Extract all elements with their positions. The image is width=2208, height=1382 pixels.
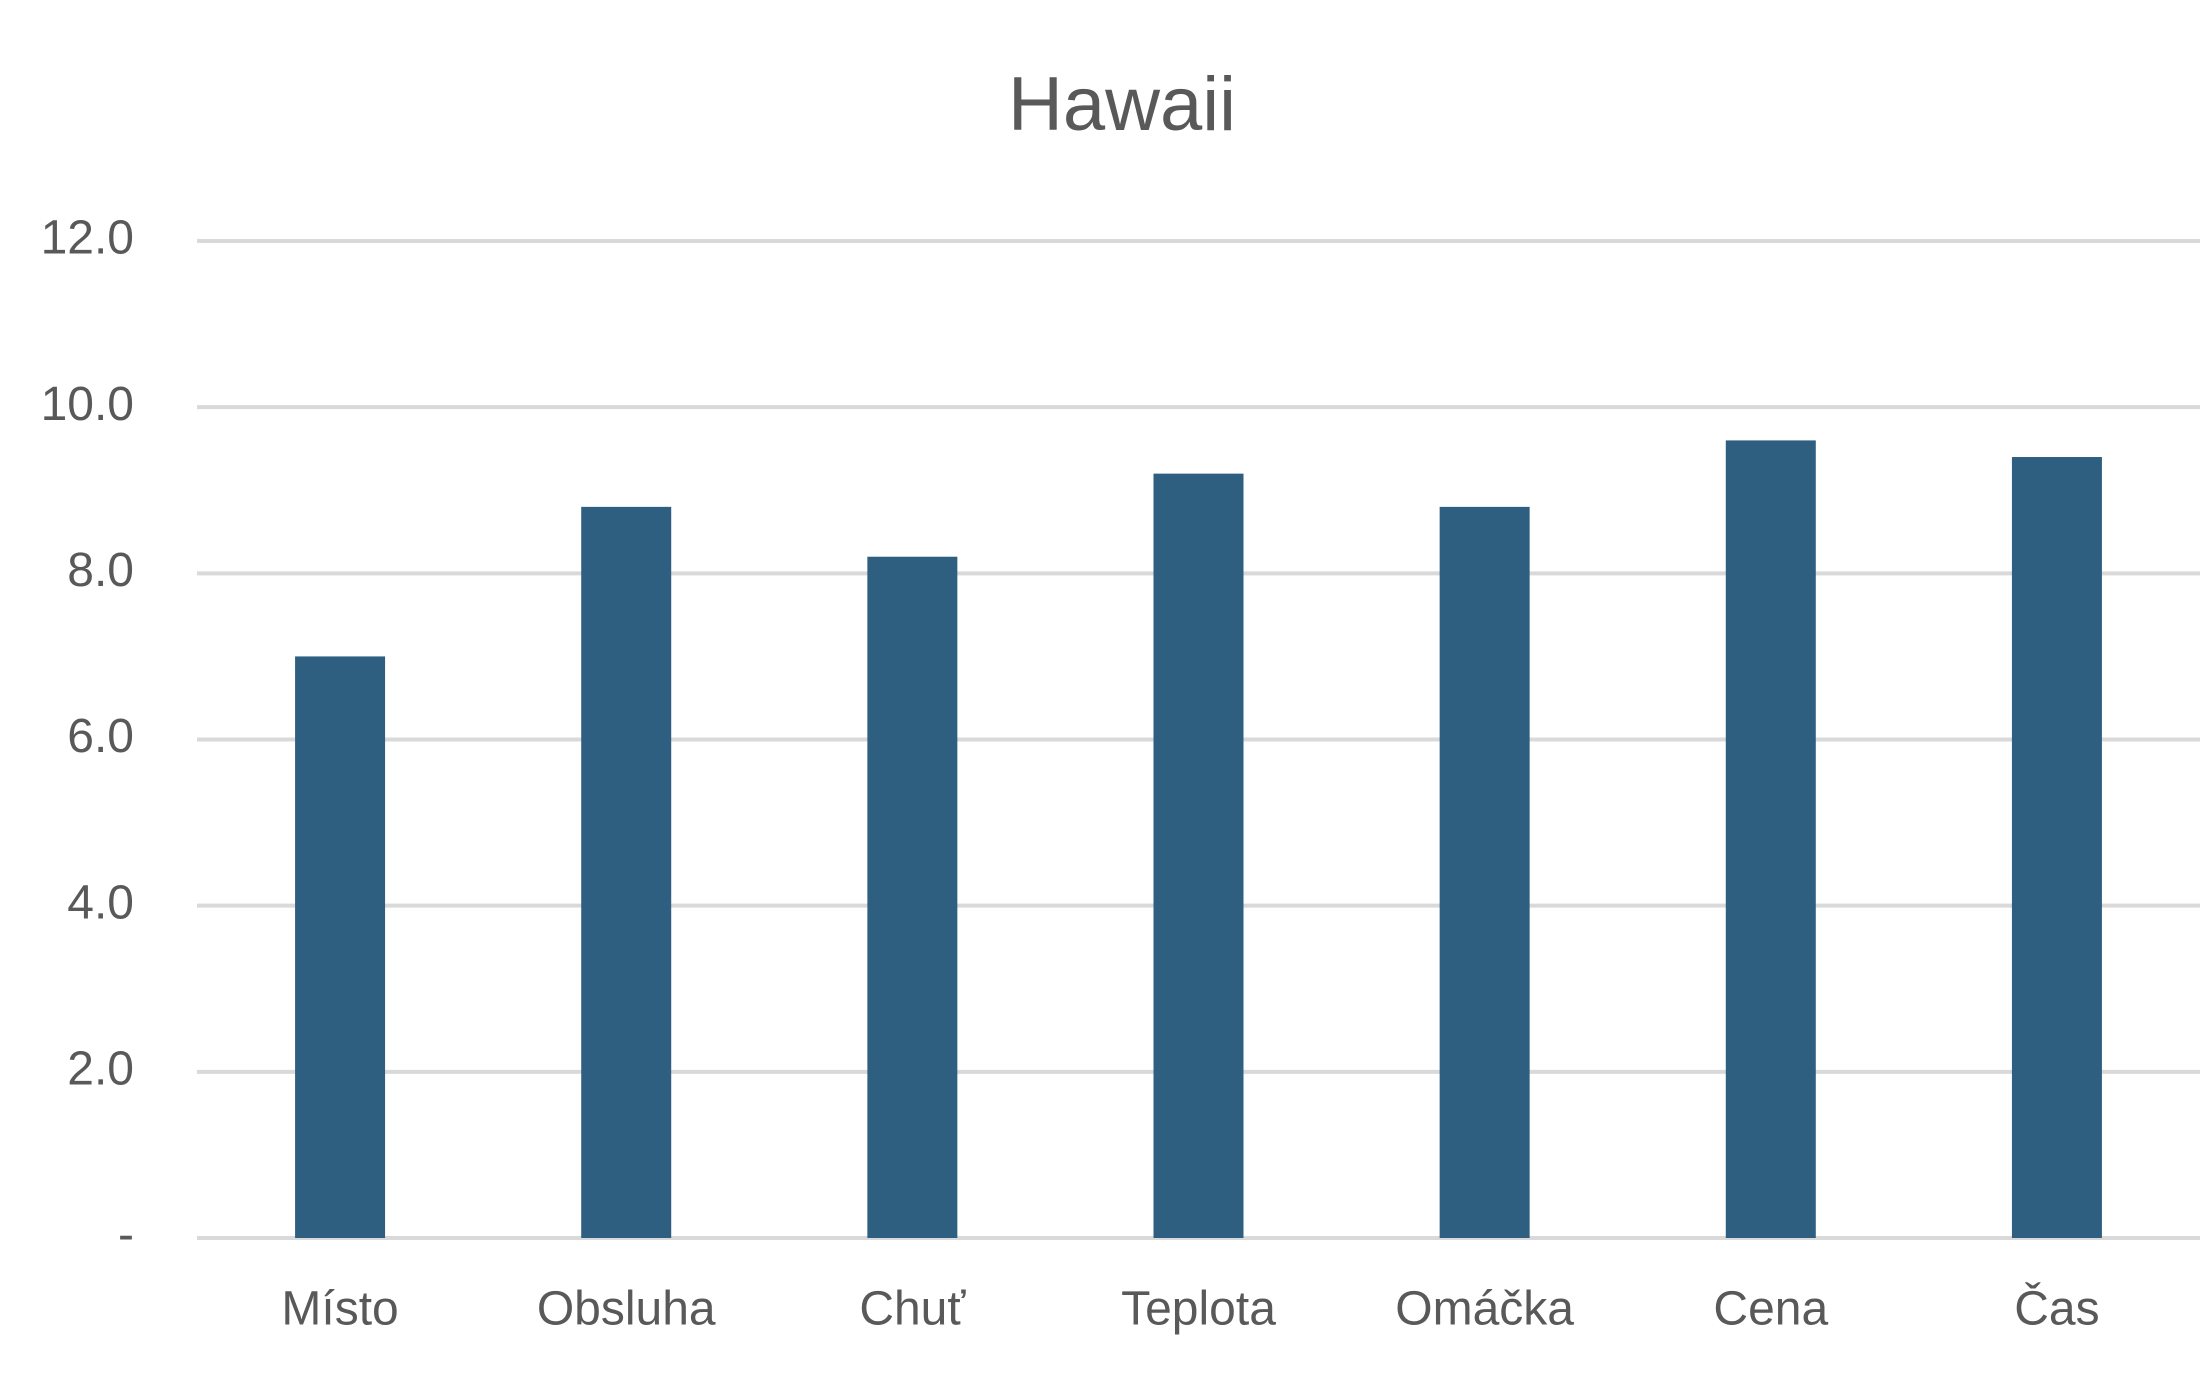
y-tick-label: -	[118, 1209, 134, 1262]
y-tick-label: 12.0	[41, 212, 134, 265]
y-tick-label: 6.0	[67, 710, 134, 763]
bar	[1153, 473, 1244, 1239]
bar	[867, 556, 958, 1238]
bar	[581, 506, 672, 1238]
bar	[1439, 506, 1530, 1238]
bar	[295, 656, 386, 1238]
y-tick-label: 4.0	[67, 876, 134, 929]
x-tick-label: Teplota	[1121, 1283, 1276, 1336]
chart-title: Hawaii	[1008, 62, 1236, 147]
x-tick-label: Cena	[1713, 1283, 1828, 1336]
x-tick-label: Omáčka	[1395, 1283, 1574, 1336]
y-tick-label: 8.0	[67, 544, 134, 597]
x-tick-label: Místo	[281, 1283, 398, 1336]
y-tick-label: 2.0	[67, 1043, 134, 1096]
x-tick-label: Čas	[2014, 1282, 2099, 1336]
y-tick-label: 10.0	[41, 378, 134, 431]
x-tick-label: Chuť	[859, 1283, 966, 1336]
bar	[1725, 440, 1816, 1238]
bar	[2011, 457, 2102, 1238]
x-tick-label: Obsluha	[537, 1283, 716, 1336]
